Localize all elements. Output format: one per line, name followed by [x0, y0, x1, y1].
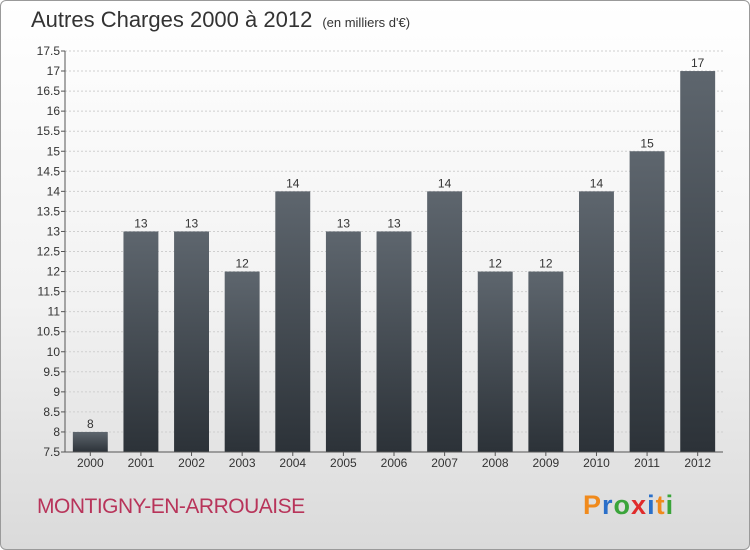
bar — [477, 271, 513, 452]
bar — [578, 191, 614, 452]
bar-value-label: 17 — [691, 56, 705, 70]
y-tick-label: 16 — [47, 104, 61, 118]
y-tick-label: 10.5 — [37, 325, 61, 339]
bars: 8 13 13 12 14 13 13 14 12 12 14 15 17 — [72, 56, 716, 453]
y-tick-label: 16.5 — [37, 84, 61, 98]
x-tick-label: 2010 — [583, 456, 610, 470]
y-tick-label: 11.5 — [38, 285, 61, 299]
x-tick-label: 2005 — [330, 456, 357, 470]
x-tick-label: 2012 — [684, 456, 711, 470]
x-tick-label: 2001 — [128, 456, 155, 470]
bar — [680, 71, 716, 453]
logo-letter: x — [631, 490, 648, 520]
bar — [427, 191, 463, 452]
bar — [174, 231, 210, 452]
y-tick-label: 15 — [47, 144, 61, 158]
bar — [123, 231, 159, 452]
logo-letter: r — [602, 490, 614, 520]
logo-letter: P — [583, 490, 603, 520]
bar-value-label: 13 — [185, 216, 199, 230]
y-tick-label: 7.5 — [43, 445, 60, 459]
logo-letter: i — [665, 490, 675, 520]
bar-value-label: 12 — [539, 257, 553, 271]
y-axis: 7.5 8 8.5 9 9.5 10 10.5 11 11.5 12 12.5 13 13.5 14 14.… — [37, 44, 66, 459]
y-tick-label: 13.5 — [37, 204, 61, 218]
bar-value-label: 15 — [640, 136, 654, 150]
bar — [629, 151, 665, 452]
bar-value-label: 13 — [387, 216, 401, 230]
bar — [275, 191, 311, 452]
x-tick-label: 2009 — [532, 456, 559, 470]
bar-value-label: 14 — [590, 176, 604, 190]
y-tick-label: 13 — [47, 224, 61, 238]
bar-value-label: 14 — [438, 176, 452, 190]
proxiti-logo[interactable]: Proxiti — [583, 490, 674, 521]
x-axis: 2000 2001 2002 2003 2004 2005 2006 2007 2008 2009… — [65, 451, 723, 470]
chart-title: Autres Charges 2000 à 2012 (en milliers d… — [31, 7, 410, 33]
bar — [528, 271, 564, 452]
x-tick-label: 2006 — [381, 456, 408, 470]
y-tick-label: 12.5 — [37, 245, 61, 259]
x-tick-label: 2002 — [178, 456, 205, 470]
x-tick-label: 2011 — [634, 456, 660, 470]
logo-letter: i — [647, 490, 656, 520]
bar-value-label: 8 — [87, 417, 94, 431]
x-tick-label: 2007 — [431, 456, 458, 470]
bar — [224, 271, 260, 452]
bar-value-label: 12 — [235, 257, 249, 271]
x-tick-label: 2003 — [229, 456, 256, 470]
y-tick-label: 9.5 — [43, 365, 60, 379]
y-tick-label: 15.5 — [37, 124, 61, 138]
bar-value-label: 13 — [337, 216, 351, 230]
y-tick-label: 9 — [53, 385, 60, 399]
y-tick-label: 17 — [47, 64, 61, 78]
y-tick-label: 8 — [53, 425, 60, 439]
y-tick-label: 12 — [47, 265, 61, 279]
y-tick-label: 11 — [48, 305, 61, 319]
y-tick-label: 10 — [47, 345, 61, 359]
bar — [72, 431, 108, 452]
commune-name: MONTIGNY-EN-ARROUAISE — [37, 495, 305, 518]
bar — [325, 231, 361, 452]
bar-value-label: 14 — [286, 176, 300, 190]
logo-letter: o — [613, 490, 632, 520]
y-tick-label: 14 — [47, 184, 61, 198]
bar-value-label: 12 — [489, 257, 503, 271]
logo-letter: t — [655, 490, 666, 520]
y-tick-label: 14.5 — [37, 164, 61, 178]
chart-subtitle: (en milliers d'€) — [322, 15, 411, 30]
x-tick-label: 2000 — [77, 456, 104, 470]
x-tick-label: 2008 — [482, 456, 509, 470]
bar — [376, 231, 412, 452]
x-tick-label: 2004 — [279, 456, 306, 470]
bar-value-label: 13 — [134, 216, 148, 230]
y-tick-label: 8.5 — [43, 405, 60, 419]
y-tick-label: 17.5 — [37, 44, 61, 58]
title-text: Autres Charges 2000 à 2012 — [31, 7, 313, 32]
